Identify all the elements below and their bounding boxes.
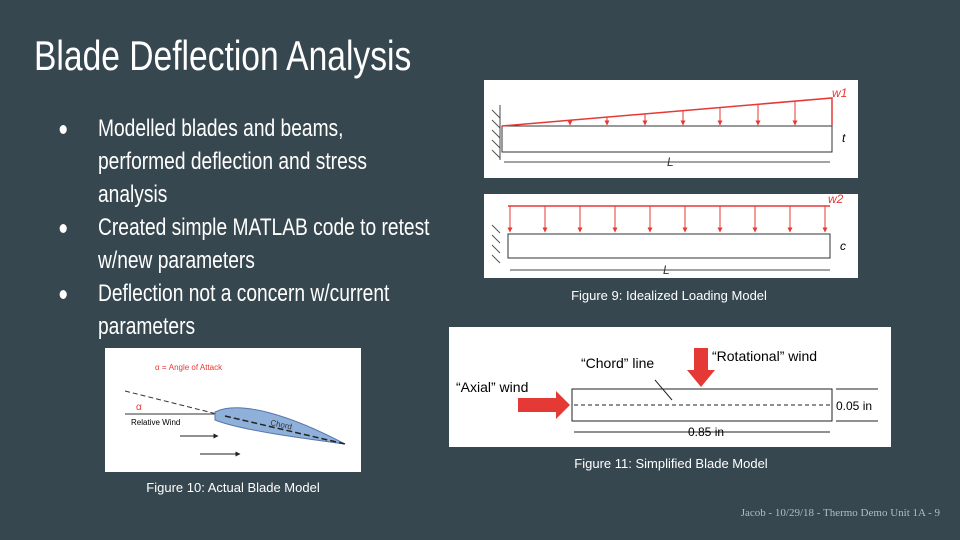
figure-label: 0.85 in bbox=[688, 425, 724, 439]
slide-title: Blade Deflection Analysis bbox=[34, 32, 412, 79]
footer: Jacob - 10/29/18 - Thermo Demo Unit 1A -… bbox=[741, 507, 941, 519]
figure-label: Chord bbox=[270, 418, 293, 431]
figure-label: L bbox=[667, 155, 674, 169]
figure-label: α = Angle of Attack bbox=[155, 363, 223, 372]
bullet: Created simple MATLAB code to retest w/n… bbox=[58, 211, 434, 277]
figure-9b: w2 c L bbox=[484, 192, 858, 278]
figure-label: “Rotational” wind bbox=[712, 348, 817, 364]
figure-10: α = Angle of Attack α Relative Wind Chor… bbox=[105, 348, 361, 472]
figure-label: c bbox=[840, 239, 846, 253]
figure-caption: Figure 10: Actual Blade Model bbox=[146, 480, 320, 495]
figure-label: “Chord” line bbox=[581, 355, 654, 371]
bullet: Deflection not a concern w/current param… bbox=[58, 277, 434, 343]
figure-caption: Figure 9: Idealized Loading Model bbox=[571, 288, 767, 303]
figure-label: 0.05 in bbox=[836, 399, 872, 413]
bullet: Modelled blades and beams, performed def… bbox=[58, 112, 434, 211]
figure-9a: w1 t L bbox=[484, 80, 858, 178]
figure-label: w1 bbox=[832, 86, 847, 100]
figure-11: “Chord” line “Rotational” wind “Axial” w… bbox=[449, 327, 891, 447]
figure-caption: Figure 11: Simplified Blade Model bbox=[574, 456, 768, 471]
figure-label: L bbox=[663, 263, 670, 277]
bullet-list: Modelled blades and beams, performed def… bbox=[58, 112, 434, 343]
figure-label: t bbox=[842, 131, 846, 145]
figure-label: “Axial” wind bbox=[456, 379, 528, 395]
figure-label: Relative Wind bbox=[131, 418, 180, 427]
figure-label: α bbox=[136, 402, 142, 413]
figure-label: w2 bbox=[828, 192, 844, 206]
